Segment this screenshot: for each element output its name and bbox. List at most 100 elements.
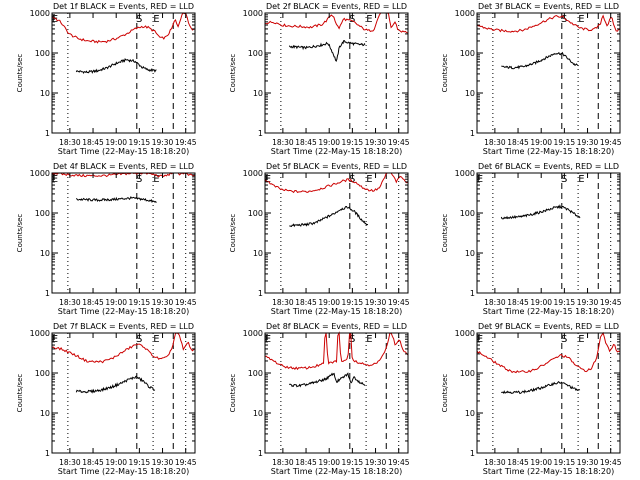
panel-det-8f: Det 8f BLACK = Events, RED = LLDESE11010…: [229, 322, 410, 476]
x-tick-label: 19:15: [129, 458, 151, 467]
x-tick-label: 19:45: [388, 458, 410, 467]
y-tick-label: 1000: [243, 9, 263, 18]
y-tick-label: 100: [460, 209, 475, 218]
y-axis-label: Counts/sec: [229, 374, 237, 413]
x-tick-label: 18:30: [272, 458, 294, 467]
lld-series-line: [476, 14, 621, 33]
marker-label: E: [153, 14, 159, 25]
x-axis-label: Start Time (22-May-15 18:18:20): [483, 147, 614, 156]
x-tick-label: 19:30: [365, 458, 387, 467]
x-tick-label: 19:45: [600, 298, 622, 307]
marker-label: E: [366, 14, 372, 25]
plot-frame: [264, 172, 409, 294]
x-tick-label: 18:30: [59, 298, 81, 307]
events-series-line: [501, 51, 579, 70]
x-tick-label: 19:00: [530, 458, 552, 467]
marker-label: E: [153, 174, 159, 185]
x-tick-label: 18:45: [82, 298, 104, 307]
y-axis-label: Counts/sec: [229, 54, 237, 93]
y-tick-label: 10: [253, 249, 263, 258]
panel-title: Det 1f BLACK = Events, RED = LLD: [53, 2, 194, 11]
plot-frame: [264, 12, 409, 134]
panel-title: Det 9f BLACK = Events, RED = LLD: [478, 322, 619, 331]
x-tick-label: 19:45: [600, 138, 622, 147]
y-tick-label: 1000: [455, 169, 475, 178]
x-tick-label: 18:30: [484, 298, 506, 307]
y-tick-label: 1000: [30, 169, 50, 178]
y-axis-label: Counts/sec: [441, 214, 449, 253]
panel-title: Det 5f BLACK = Events, RED = LLD: [266, 162, 407, 171]
x-tick-label: 19:00: [530, 138, 552, 147]
x-tick-label: 19:15: [554, 298, 576, 307]
y-tick-label: 10: [465, 89, 475, 98]
panel-title: Det 2f BLACK = Events, RED = LLD: [266, 2, 407, 11]
marker-label: S: [561, 174, 567, 185]
x-tick-label: 18:45: [507, 298, 529, 307]
x-tick-label: 19:15: [129, 138, 151, 147]
y-tick-label: 1000: [243, 329, 263, 338]
panel-det-4f: Det 4f BLACK = Events, RED = LLDESE11010…: [16, 162, 197, 316]
events-series-line: [288, 40, 366, 63]
y-tick-label: 10: [40, 89, 50, 98]
marker-label: E: [578, 14, 584, 25]
y-tick-label: 10: [465, 409, 475, 418]
panel-title: Det 3f BLACK = Events, RED = LLD: [478, 2, 619, 11]
panel-title: Det 7f BLACK = Events, RED = LLD: [53, 322, 194, 331]
x-tick-label: 19:15: [129, 298, 151, 307]
panel-det-6f: Det 6f BLACK = Events, RED = LLDESE11010…: [441, 162, 622, 316]
marker-label: E: [153, 334, 159, 345]
lld-series-line: [264, 172, 409, 194]
x-tick-label: 19:30: [365, 298, 387, 307]
x-tick-label: 19:00: [318, 138, 340, 147]
y-tick-label: 100: [248, 49, 263, 58]
events-series-line: [75, 375, 156, 394]
events-series-line: [75, 57, 157, 75]
x-axis-label: Start Time (22-May-15 18:18:20): [483, 307, 614, 316]
panel-det-2f: Det 2f BLACK = Events, RED = LLD S E 1 10 100…: [229, 2, 410, 156]
y-tick-label: 100: [460, 369, 475, 378]
y-axis-label: Counts/sec: [16, 374, 24, 413]
x-tick-label: 19:45: [600, 458, 622, 467]
marker-label: S: [136, 174, 142, 185]
panel-title: Det 4f BLACK = Events, RED = LLD: [53, 162, 194, 171]
y-tick-label: 10: [465, 249, 475, 258]
panel-det-1f: Det 1f BLACK = Events, RED = LLDESE11010…: [16, 2, 197, 156]
y-tick-label: 10: [40, 409, 50, 418]
events-series-line: [500, 204, 581, 220]
y-axis-label: Counts/sec: [229, 214, 237, 253]
x-tick-label: 18:30: [272, 138, 294, 147]
panel-det-9f: Det 9f BLACK = Events, RED = LLDESE11010…: [441, 322, 622, 476]
x-tick-label: 18:45: [295, 458, 317, 467]
x-tick-label: 18:30: [484, 138, 506, 147]
x-tick-label: 19:45: [175, 458, 197, 467]
x-axis-label: Start Time (22-May-15 18:18:20): [58, 147, 189, 156]
x-tick-label: 19:30: [577, 458, 599, 467]
events-series-line: [75, 196, 157, 203]
plot-frame: [51, 12, 196, 134]
y-tick-label: 10: [253, 409, 263, 418]
y-tick-label: 100: [35, 369, 50, 378]
y-tick-label: 1: [470, 289, 475, 298]
plot-frame: [476, 12, 621, 134]
lld-series-line: [476, 331, 621, 374]
x-tick-label: 19:15: [342, 458, 364, 467]
marker-label: E: [366, 174, 372, 185]
events-series-line: [288, 372, 366, 388]
marker-label: E: [578, 174, 584, 185]
x-tick-label: 19:15: [342, 138, 364, 147]
panel-title: Det 8f BLACK = Events, RED = LLD: [266, 322, 407, 331]
y-tick-label: 100: [35, 209, 50, 218]
y-tick-label: 1000: [455, 9, 475, 18]
y-tick-label: 100: [460, 49, 475, 58]
x-tick-label: 19:00: [318, 458, 340, 467]
x-tick-label: 19:30: [577, 138, 599, 147]
y-tick-label: 1: [45, 289, 50, 298]
x-tick-label: 18:45: [295, 138, 317, 147]
x-tick-label: 19:30: [577, 298, 599, 307]
x-axis-label: Start Time (22-May-15 18:18:20): [271, 307, 402, 316]
plot-frame: [51, 332, 196, 454]
marker-label: S: [136, 14, 142, 25]
y-tick-label: 100: [35, 49, 50, 58]
plot-frame: [51, 172, 196, 294]
